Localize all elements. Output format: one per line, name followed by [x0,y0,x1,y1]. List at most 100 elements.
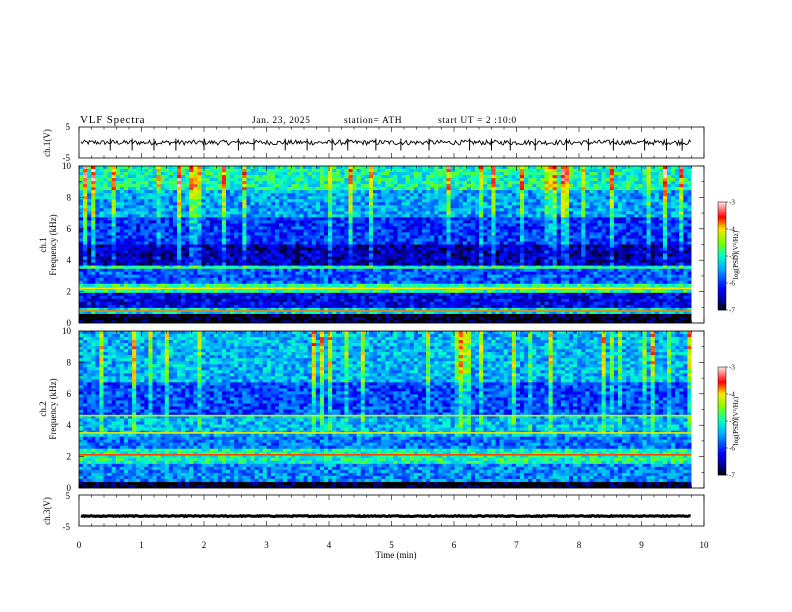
spectrogram-cell [356,175,362,179]
spectrogram-cell [471,181,476,185]
spectrogram-cell [209,166,215,170]
spectrogram-cell [524,178,529,182]
spectrogram-cell [458,211,464,215]
spectrogram-cell [201,166,206,170]
spectrogram-cell [430,184,435,188]
spectrogram-cell [136,199,141,203]
spectrogram-cell [95,253,100,257]
spectrogram-cell [650,217,656,221]
spectrogram-cell [683,208,688,212]
spectrogram-cell [630,241,635,245]
spectrogram-cell [213,220,219,224]
spectrogram-cell [438,250,443,254]
spectrogram-cell [409,217,415,221]
spectrogram-cell [324,205,329,209]
spectrogram-cell [197,205,202,209]
spectrogram-cell [279,223,284,227]
spectrogram-cell [79,250,84,254]
spectrogram-cell [230,241,235,245]
spectrogram-cell [258,232,264,236]
date-label: Jan. 23, 2025 [252,116,310,126]
spectrogram-cell [205,202,210,206]
spectrogram-cell [307,187,313,191]
spectrogram-cell [360,253,366,257]
spectrogram-cell [368,223,374,227]
spectrogram-cell [270,223,276,227]
spectrogram-cell [397,190,402,194]
spectrogram-cell [687,238,692,242]
spectrogram-cell [630,244,635,248]
spectrogram-cell [185,175,190,179]
spectrogram-cell [230,250,235,254]
spectrogram-cell [315,178,321,182]
spectrogram-cell [336,235,341,239]
spectrogram-cell [605,181,611,185]
spectrogram-cell [540,229,545,233]
spectrogram-cell [622,166,627,170]
spectrogram-cell [352,178,357,182]
spectrogram-cell [491,205,496,209]
spectrogram-cell [626,256,631,260]
spectrogram-cell [450,190,455,194]
spectrogram-cell [348,223,353,227]
spectrogram-cell [291,232,296,236]
spectrogram-cell [573,196,578,200]
spectrogram-cell [266,229,272,233]
spectrogram-cell [360,229,366,233]
spectrogram-cell [291,250,296,254]
spectrogram-cell [295,196,300,200]
spectrogram-cell [601,205,607,209]
spectrogram-cell [140,235,145,239]
spectrogram-cell [377,253,382,257]
spectrogram-cell [373,253,378,257]
spectrogram-cell [209,169,215,173]
spectrogram-cell [87,193,92,197]
spectrogram-cell [226,199,231,203]
spectrogram-cell [675,211,680,215]
spectrogram-cell [148,166,153,170]
spectrogram-cell [303,208,308,212]
spectrogram-cell [279,232,284,236]
spectrogram-cell [438,208,443,212]
spectrogram-cell [491,199,496,203]
spectrogram-cell [230,229,235,233]
spectrogram-cell [364,244,370,248]
spectrogram-cell [422,205,427,209]
spectrogram-cell [466,253,472,257]
spectrogram-cell [279,211,284,215]
spectrogram-cell [601,184,607,188]
spectrogram-cell [479,187,484,191]
spectrogram-cell [491,166,496,170]
spectrogram-cell [364,166,370,170]
spectrogram-cell [107,187,112,191]
spectrogram-cell [332,232,337,236]
spectrogram-cell [413,220,419,224]
spectrogram-cell [597,220,602,224]
spectrogram-cell [295,253,300,257]
spectrogram-cell [430,199,435,203]
spectrogram-cell [226,211,231,215]
spectrogram-cell [393,166,398,170]
spectrogram-cell [679,256,684,260]
spectrogram-cell [687,259,692,263]
spectrogram-cell [119,169,125,173]
spectrogram-cell [368,202,374,206]
spectrogram-cell [307,241,313,245]
spectrogram-cell [528,256,533,260]
spectrogram-cell [397,229,402,233]
spectrogram-cell [381,193,386,197]
spectrogram-cell [556,250,562,254]
spectrogram-cell [213,196,219,200]
spectrogram-cell [650,256,656,260]
spectrogram-cell [515,223,521,227]
spectrogram-cell [613,223,619,227]
spectrogram-cell [413,193,419,197]
spectrogram-cell [209,193,215,197]
spectrogram-cell [654,181,660,185]
spectrogram-cell [295,190,300,194]
spectrogram-cell [95,193,100,197]
spectrogram-cell [650,232,656,236]
spectrogram-cell [193,238,198,242]
spectrogram-cell [377,205,382,209]
spectrogram-cell [262,226,268,230]
